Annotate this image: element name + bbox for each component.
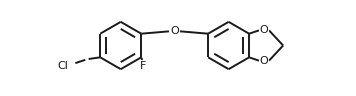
- Text: O: O: [170, 26, 179, 36]
- Text: F: F: [140, 61, 146, 71]
- Text: O: O: [260, 25, 268, 35]
- Text: O: O: [260, 56, 268, 66]
- Text: Cl: Cl: [57, 61, 68, 71]
